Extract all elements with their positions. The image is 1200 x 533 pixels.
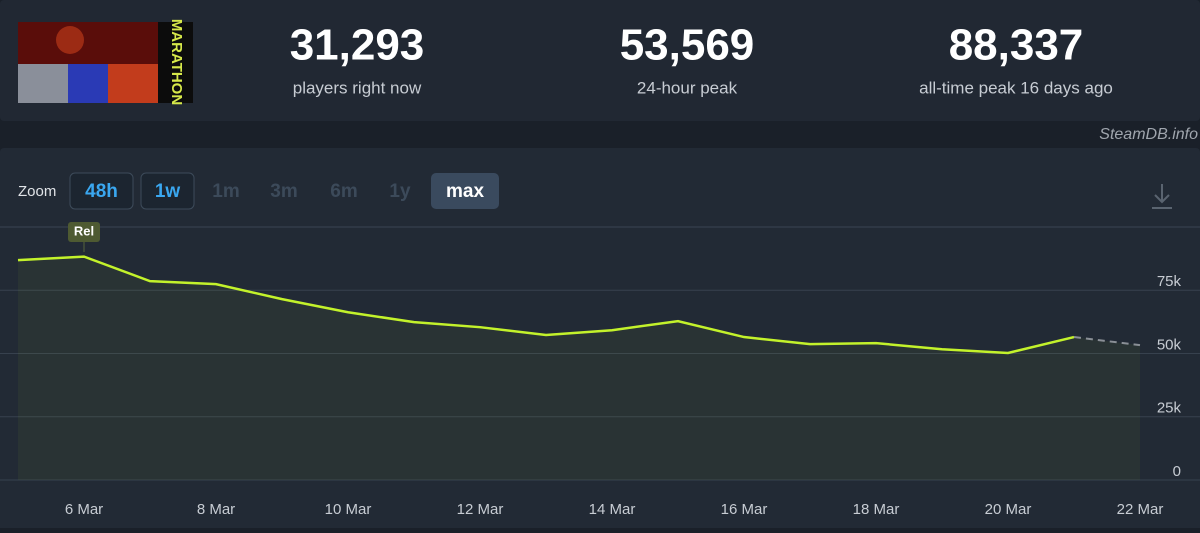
game-thumbnail: MARATHON (18, 19, 193, 105)
x-tick-label: 18 Mar (853, 501, 900, 518)
button-bg (69, 172, 134, 210)
x-tick-label: 6 Mar (65, 501, 103, 518)
stat-value: 88,337 (949, 21, 1084, 70)
x-tick-label: 10 Mar (325, 501, 372, 518)
x-tick-label: 16 Mar (721, 501, 768, 518)
x-tick-label: 22 Mar (1117, 501, 1164, 518)
x-tick-label: 14 Mar (589, 501, 636, 518)
zoom-button[interactable]: max (431, 173, 499, 209)
area (18, 256, 1074, 480)
x-tick-label: 20 Mar (985, 501, 1032, 518)
stat-label: players right now (293, 78, 422, 97)
button-label[interactable]: 48h (85, 181, 118, 202)
button-label[interactable]: 1m (212, 181, 239, 202)
stat-value: 31,293 (290, 21, 425, 70)
stat-label: 24-hour peak (637, 78, 738, 97)
annotation-text: Rel (74, 223, 94, 238)
series-line (17, 255, 1075, 355)
zoom-label: Zoom (18, 183, 56, 200)
button-label[interactable]: 6m (330, 181, 357, 202)
download-icon[interactable] (1152, 184, 1172, 209)
button-label[interactable]: 1y (389, 181, 411, 202)
zoom-buttons: 48h 1w 1m 3m 6m 1y max (69, 172, 499, 210)
button-bg (140, 172, 195, 210)
stat-label: all-time peak 16 days ago (919, 78, 1113, 97)
chart-panel (0, 148, 1200, 533)
credit[interactable]: SteamDB.info (1099, 126, 1198, 143)
plot: 0 25k 50k 75k 6 Mar 8 Mar 10 Mar 12 Mar 14 Mar 16… (0, 222, 1200, 518)
y-tick-label: 50k (1157, 336, 1182, 353)
area (1074, 337, 1140, 480)
y-tick-label: 75k (1157, 273, 1182, 290)
zoom-button[interactable]: 3m (270, 181, 297, 202)
button-label[interactable]: 1w (155, 181, 181, 202)
button-label[interactable]: max (446, 181, 484, 202)
x-tick-label: 8 Mar (197, 501, 235, 518)
zoom-button[interactable]: 1m (212, 181, 239, 202)
y-tick-label: 25k (1157, 400, 1182, 417)
zoom-button[interactable]: 48h (69, 172, 134, 210)
stat-value: 53,569 (620, 21, 755, 70)
game-logo: MARATHON (168, 19, 185, 105)
zoom-button[interactable]: 6m (330, 181, 357, 202)
x-tick-label: 12 Mar (457, 501, 504, 518)
zoom-button[interactable]: 1w (140, 172, 195, 210)
zoom-button[interactable]: 1y (389, 181, 411, 202)
button-bg (431, 173, 499, 209)
y-tick-label: 0 (1173, 463, 1181, 480)
button-label[interactable]: 3m (270, 181, 297, 202)
stats-panel (0, 0, 1200, 121)
annotation-badge (68, 222, 100, 242)
